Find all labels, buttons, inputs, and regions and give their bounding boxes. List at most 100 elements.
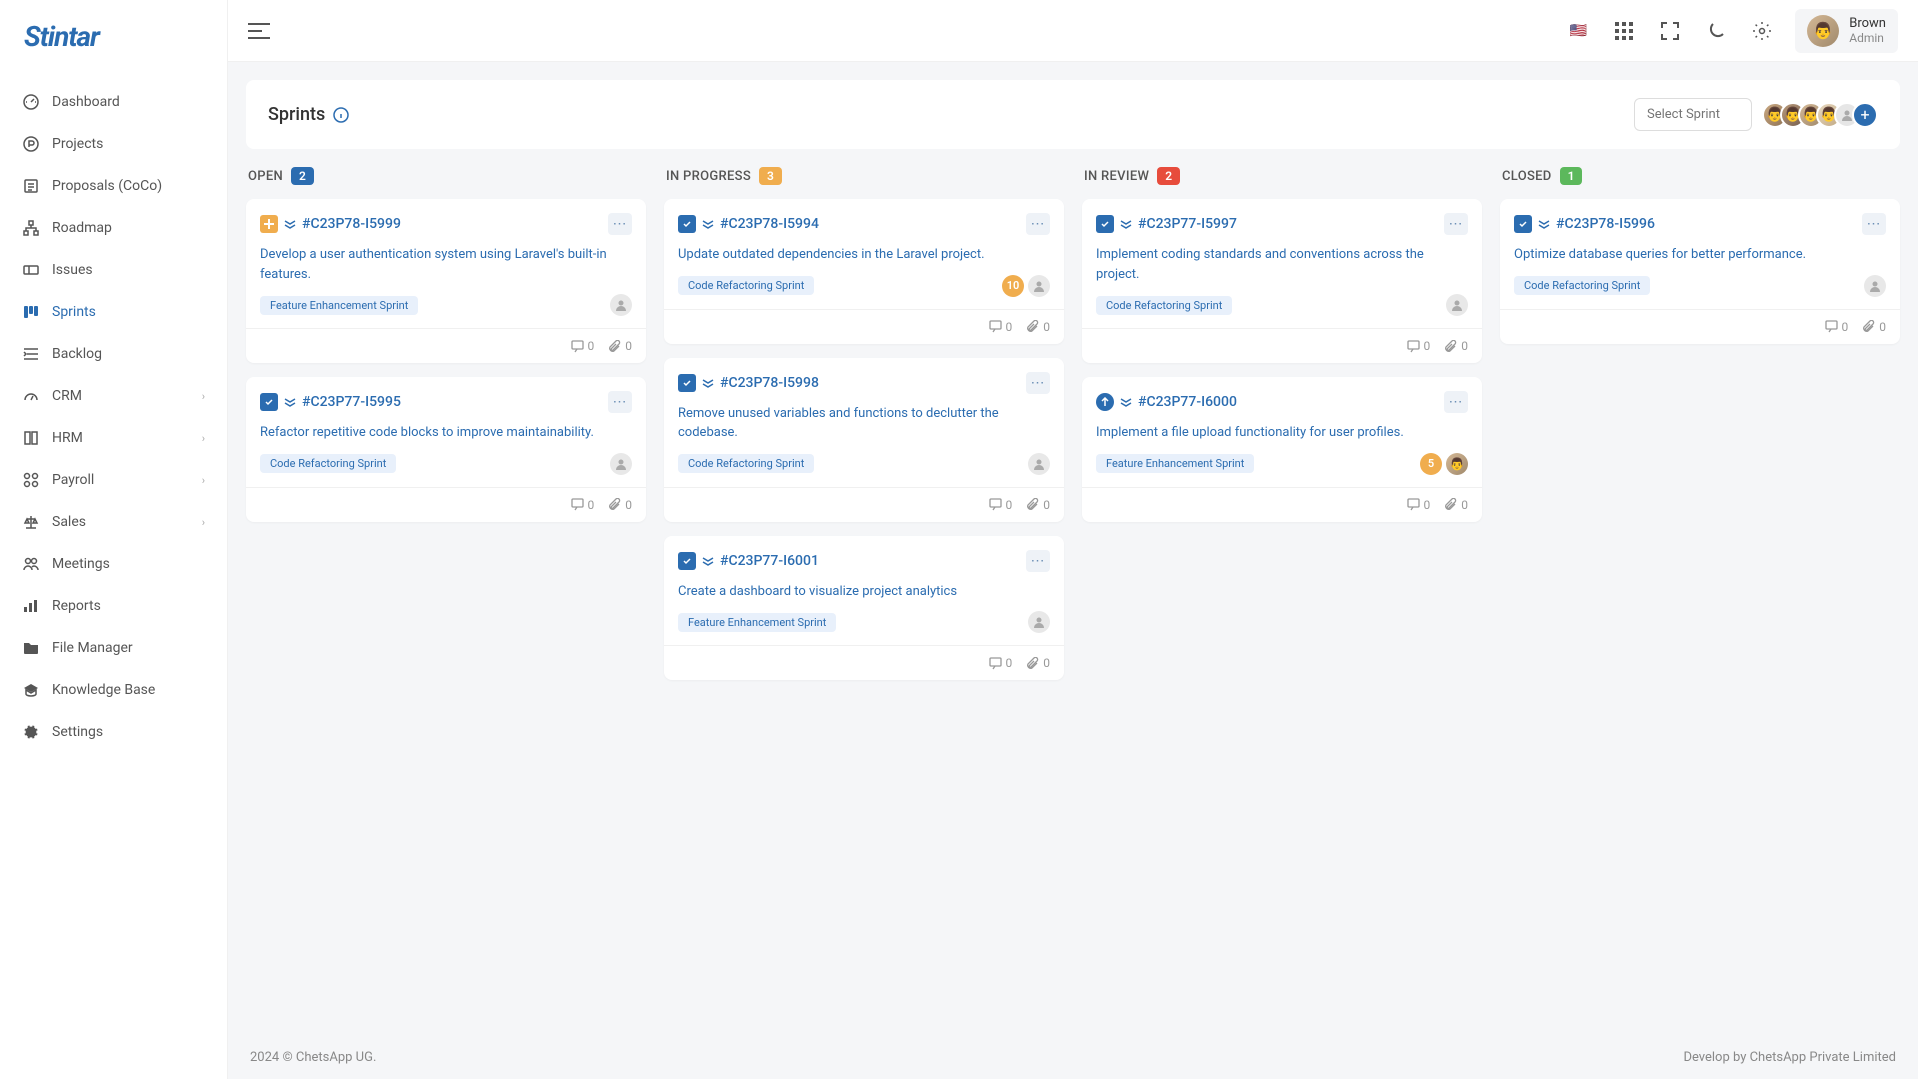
assignee-placeholder[interactable] xyxy=(1446,294,1468,316)
info-icon[interactable] xyxy=(333,107,349,123)
attachments-count[interactable]: 0 xyxy=(608,339,632,353)
comments-count[interactable]: 0 xyxy=(989,498,1013,512)
sprint-tag[interactable]: Code Refactoring Sprint xyxy=(1514,276,1650,295)
nav-crm[interactable]: CRM› xyxy=(0,375,227,417)
card-title[interactable]: Remove unused variables and functions to… xyxy=(678,404,1050,443)
card[interactable]: #C23P78-I5999 ⋯ Develop a user authentic… xyxy=(246,199,646,363)
nav-hrm[interactable]: HRM› xyxy=(0,417,227,459)
nav-projects[interactable]: Projects xyxy=(0,123,227,165)
nav-sales[interactable]: Sales› xyxy=(0,501,227,543)
nav-backlog[interactable]: Backlog xyxy=(0,333,227,375)
sprint-tag[interactable]: Feature Enhancement Sprint xyxy=(260,296,418,315)
page-title: Sprints xyxy=(268,104,325,125)
card-title[interactable]: Implement coding standards and conventio… xyxy=(1096,245,1468,284)
card[interactable]: #C23P78-I5996 ⋯ Optimize database querie… xyxy=(1500,199,1900,344)
flag-icon[interactable]: 🇺🇸 xyxy=(1565,18,1591,44)
card-menu-button[interactable]: ⋯ xyxy=(1026,550,1050,572)
footer: 2024 © ChetsApp UG. Develop by ChetsApp … xyxy=(228,1036,1918,1079)
attachments-count[interactable]: 0 xyxy=(1026,320,1050,334)
comments-count[interactable]: 0 xyxy=(571,339,595,353)
add-member-button[interactable]: + xyxy=(1852,102,1878,128)
card-title[interactable]: Create a dashboard to visualize project … xyxy=(678,582,1050,602)
card-title[interactable]: Implement a file upload functionality fo… xyxy=(1096,423,1468,443)
column-title: IN PROGRESS xyxy=(666,169,751,184)
sprint-select[interactable] xyxy=(1634,98,1752,131)
sprint-tag[interactable]: Code Refactoring Sprint xyxy=(260,454,396,473)
nav-proposals-coco-[interactable]: Proposals (CoCo) xyxy=(0,165,227,207)
nav-label: Reports xyxy=(52,598,101,614)
nav-knowledge-base[interactable]: Knowledge Base xyxy=(0,669,227,711)
card-menu-button[interactable]: ⋯ xyxy=(1862,213,1886,235)
users-icon xyxy=(22,555,40,573)
card-menu-button[interactable]: ⋯ xyxy=(1026,372,1050,394)
nav-label: Meetings xyxy=(52,556,110,572)
comments-count[interactable]: 0 xyxy=(1825,320,1849,334)
sprint-tag[interactable]: Code Refactoring Sprint xyxy=(678,454,814,473)
card[interactable]: #C23P77-I5997 ⋯ Implement coding standar… xyxy=(1082,199,1482,363)
assignee-placeholder[interactable] xyxy=(1864,275,1886,297)
card[interactable]: #C23P78-I5994 ⋯ Update outdated dependen… xyxy=(664,199,1064,344)
card-menu-button[interactable]: ⋯ xyxy=(1444,391,1468,413)
sprint-tag[interactable]: Feature Enhancement Sprint xyxy=(678,613,836,632)
attachments-count[interactable]: 0 xyxy=(1444,339,1468,353)
chevron-right-icon: › xyxy=(202,432,205,445)
user-name: Brown xyxy=(1849,16,1886,32)
avatar: 👨 xyxy=(1807,15,1839,47)
nav-settings[interactable]: Settings xyxy=(0,711,227,753)
card[interactable]: #C23P77-I5995 ⋯ Refactor repetitive code… xyxy=(246,377,646,522)
settings-icon[interactable] xyxy=(1749,18,1775,44)
comments-count[interactable]: 0 xyxy=(1407,339,1431,353)
gear-icon xyxy=(22,723,40,741)
card-title[interactable]: Update outdated dependencies in the Lara… xyxy=(678,245,1050,265)
card[interactable]: #C23P77-I6000 ⋯ Implement a file upload … xyxy=(1082,377,1482,522)
assignee-placeholder[interactable] xyxy=(610,453,632,475)
menu-toggle-icon[interactable] xyxy=(248,23,270,39)
comments-count[interactable]: 0 xyxy=(571,498,595,512)
nav-reports[interactable]: Reports xyxy=(0,585,227,627)
column-title: IN REVIEW xyxy=(1084,169,1149,184)
card[interactable]: #C23P78-I5998 ⋯ Remove unused variables … xyxy=(664,358,1064,522)
apps-icon[interactable] xyxy=(1611,18,1637,44)
card-title[interactable]: Refactor repetitive code blocks to impro… xyxy=(260,423,632,443)
assignee-placeholder[interactable] xyxy=(610,294,632,316)
user-menu[interactable]: 👨 Brown Admin xyxy=(1795,9,1898,53)
card-title[interactable]: Develop a user authentication system usi… xyxy=(260,245,632,284)
card-menu-button[interactable]: ⋯ xyxy=(1444,213,1468,235)
comments-count[interactable]: 0 xyxy=(989,656,1013,670)
task-icon xyxy=(678,552,696,570)
fullscreen-icon[interactable] xyxy=(1657,18,1683,44)
attachments-count[interactable]: 0 xyxy=(1026,498,1050,512)
nav-roadmap[interactable]: Roadmap xyxy=(0,207,227,249)
nav-payroll[interactable]: Payroll› xyxy=(0,459,227,501)
column-count-badge: 3 xyxy=(759,167,782,185)
sprint-tag[interactable]: Code Refactoring Sprint xyxy=(1096,296,1232,315)
card-menu-button[interactable]: ⋯ xyxy=(608,213,632,235)
avatar-stack: 👨 👨 👨 👨 + xyxy=(1762,102,1878,128)
sprint-tag[interactable]: Code Refactoring Sprint xyxy=(678,276,814,295)
assignee-placeholder[interactable] xyxy=(1028,611,1050,633)
column-in-review: IN REVIEW2 #C23P77-I5997 ⋯ Implement cod… xyxy=(1082,167,1482,694)
nav-issues[interactable]: Issues xyxy=(0,249,227,291)
card-menu-button[interactable]: ⋯ xyxy=(1026,213,1050,235)
card[interactable]: #C23P77-I6001 ⋯ Create a dashboard to vi… xyxy=(664,536,1064,681)
attachments-count[interactable]: 0 xyxy=(1026,656,1050,670)
nav-file-manager[interactable]: File Manager xyxy=(0,627,227,669)
card-menu-button[interactable]: ⋯ xyxy=(608,391,632,413)
attachments-count[interactable]: 0 xyxy=(1444,498,1468,512)
nav-meetings[interactable]: Meetings xyxy=(0,543,227,585)
comments-count[interactable]: 0 xyxy=(1407,498,1431,512)
nav-dashboard[interactable]: Dashboard xyxy=(0,81,227,123)
sprint-tag[interactable]: Feature Enhancement Sprint xyxy=(1096,454,1254,473)
attachments-count[interactable]: 0 xyxy=(608,498,632,512)
nav-label: Projects xyxy=(52,136,103,152)
comments-count[interactable]: 0 xyxy=(989,320,1013,334)
card-title[interactable]: Optimize database queries for better per… xyxy=(1514,245,1886,265)
assignee-placeholder[interactable] xyxy=(1028,453,1050,475)
logo[interactable]: Stintar xyxy=(0,0,227,73)
assignee-placeholder[interactable] xyxy=(1028,275,1050,297)
dark-mode-icon[interactable] xyxy=(1703,18,1729,44)
nav-sprints[interactable]: Sprints xyxy=(0,291,227,333)
nav-label: Issues xyxy=(52,262,93,278)
assignee-avatar[interactable]: 👨 xyxy=(1446,453,1468,475)
attachments-count[interactable]: 0 xyxy=(1862,320,1886,334)
